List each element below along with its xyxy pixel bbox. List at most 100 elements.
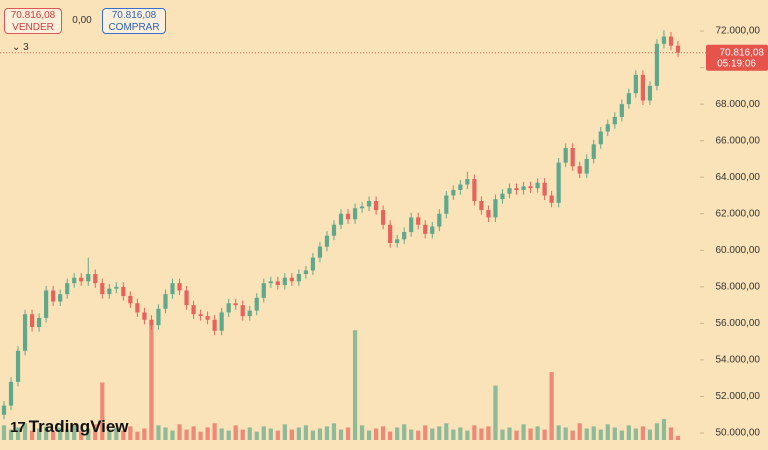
spread: 0,00: [72, 15, 92, 26]
volume-bar: [1, 425, 7, 440]
candle-body: [79, 277, 84, 282]
brand: 17 TradingView: [10, 417, 129, 437]
volume-bar: [598, 429, 603, 440]
volume-bar: [577, 423, 582, 440]
volume-bar: [563, 427, 568, 440]
volume-bar: [584, 428, 589, 440]
candle-body: [366, 200, 372, 207]
candle-body: [121, 286, 126, 296]
volume-bar: [22, 423, 28, 440]
volume-bar: [458, 427, 463, 440]
volume-bar: [507, 427, 512, 440]
volume-bar: [500, 429, 505, 440]
candle-body: [352, 208, 358, 220]
volume-bar: [331, 423, 337, 440]
candle-body: [388, 224, 393, 243]
sell-button[interactable]: 70.816,08 VENDER: [4, 8, 62, 34]
candle-body: [409, 217, 414, 233]
last-price-tag: [706, 44, 768, 71]
candle-body: [93, 274, 98, 284]
volume-bar: [128, 426, 133, 440]
candle-body: [142, 312, 147, 320]
y-tick-label: 50.000,00: [716, 428, 761, 439]
volume-bar: [619, 430, 624, 440]
volume-bar: [366, 430, 372, 440]
candle-body: [493, 199, 498, 218]
candle-body: [570, 147, 575, 167]
candle-body: [331, 224, 337, 236]
candle-body: [100, 283, 105, 295]
indicator-toggle[interactable]: ⌄ 3: [12, 42, 29, 53]
volume-bar: [163, 427, 168, 440]
candle-body: [58, 294, 63, 302]
candle-body: [416, 217, 421, 225]
candle-body: [65, 283, 70, 295]
candle-body: [310, 257, 316, 271]
candle-body: [675, 45, 681, 53]
volume-bar: [282, 424, 287, 440]
volume-bar: [303, 425, 309, 440]
y-tick-label: 72.000,00: [716, 26, 761, 37]
volume-bar: [647, 429, 653, 440]
candle-body: [640, 74, 646, 101]
volume-bar: [15, 427, 21, 440]
volume-bar: [65, 429, 70, 440]
candle-body: [626, 93, 631, 105]
volume-bar: [359, 425, 365, 440]
buy-button[interactable]: 70.816,08 COMPRAR: [102, 8, 166, 34]
volume-bar: [605, 424, 610, 440]
candle-body: [205, 316, 210, 320]
volume-bar: [247, 427, 252, 440]
candle-body: [612, 116, 617, 125]
candle-body: [184, 290, 189, 306]
volume-bar: [675, 435, 681, 440]
candle-body: [191, 305, 196, 315]
volume-bar: [451, 429, 456, 440]
candle-body: [226, 303, 231, 313]
buy-price: 70.816,08: [111, 10, 157, 21]
candle-body: [373, 200, 379, 211]
volume-bar: [205, 427, 210, 440]
volume-bar: [29, 430, 35, 440]
volume-bar: [198, 431, 203, 440]
candle-body: [135, 303, 140, 313]
candle-body: [317, 246, 323, 258]
candle-body: [240, 305, 245, 317]
last-price-time: 05:19:06: [717, 58, 756, 69]
volume-bar: [8, 429, 14, 440]
candle-body: [212, 319, 217, 331]
volume-bar: [528, 428, 533, 440]
volume-bar: [381, 426, 386, 440]
volume-bar: [121, 430, 126, 440]
candle-body: [486, 210, 491, 218]
candle-body: [86, 274, 91, 282]
candle-body: [107, 288, 112, 295]
candle-body: [170, 283, 175, 295]
candle-body: [22, 314, 28, 351]
candle-body: [535, 182, 540, 189]
candle-body: [395, 239, 400, 243]
candle-body: [163, 294, 168, 309]
candle-body: [479, 200, 484, 211]
candle-body: [577, 166, 582, 174]
volume-bar: [191, 426, 196, 440]
candle-body: [219, 312, 224, 331]
candle-body: [345, 213, 351, 220]
volume-bar: [472, 425, 477, 440]
y-tick-label: 58.000,00: [716, 281, 761, 292]
candle-body: [303, 270, 309, 275]
candle-body: [556, 162, 561, 203]
last-price-label: 70.816,08: [720, 47, 765, 58]
candle-body: [563, 147, 568, 163]
volume-bar: [233, 425, 238, 440]
candle-body: [381, 210, 386, 225]
candle-body: [444, 195, 449, 214]
candle-body: [275, 281, 280, 286]
volume-bar: [268, 428, 273, 440]
candle-body: [423, 224, 428, 234]
y-tick-label: 54.000,00: [716, 355, 761, 366]
volume-bar: [114, 427, 119, 440]
candle-body: [661, 36, 667, 44]
